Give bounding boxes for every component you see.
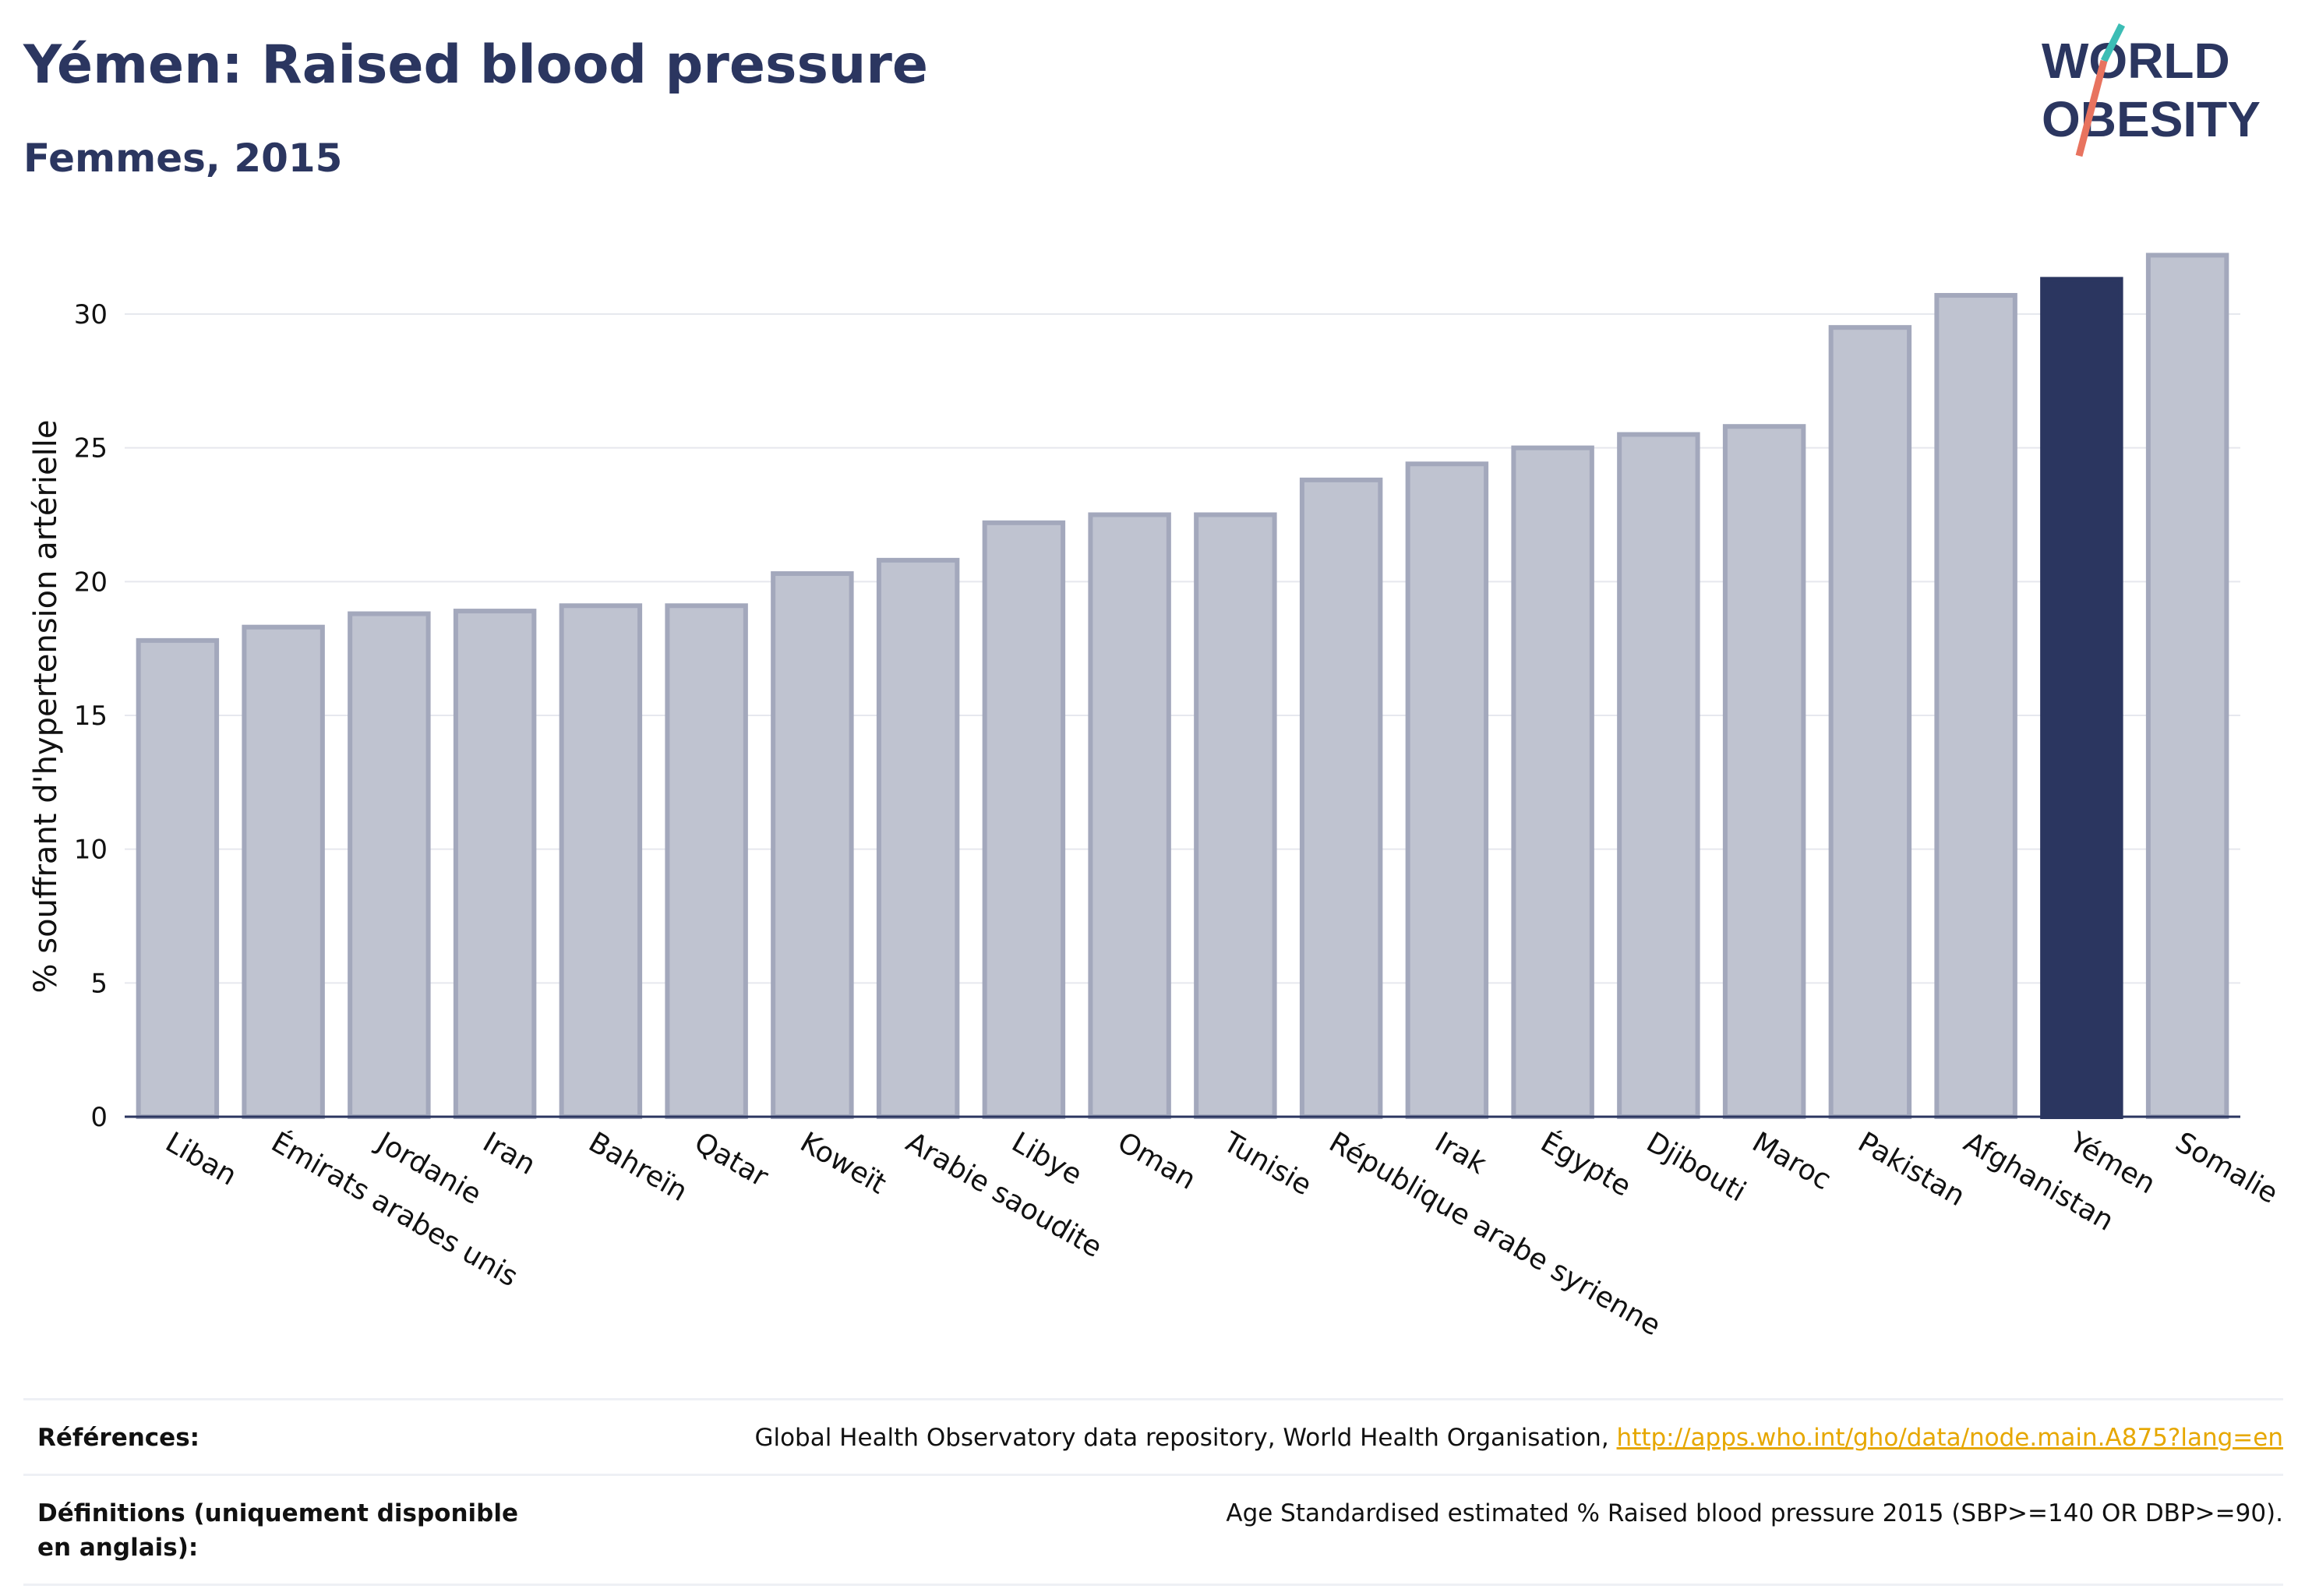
bar	[2145, 252, 2229, 1119]
logo-slash-teal	[2100, 23, 2126, 63]
x-tick-label: Égypte	[1535, 1125, 1636, 1202]
y-tick-label: 10	[74, 835, 108, 866]
bar	[2040, 277, 2123, 1119]
bar	[1194, 512, 1277, 1119]
world-obesity-logo: WORLD OBESITY	[2042, 23, 2261, 157]
logo-line1: WORLD	[2042, 33, 2230, 89]
definitions-value: Age Standardised estimated % Raised bloo…	[1226, 1499, 2283, 1527]
bar	[1617, 432, 1700, 1119]
logo-slash-coral	[2075, 59, 2108, 157]
references-link[interactable]: http://apps.who.int/gho/data/node.main.A…	[1616, 1424, 2283, 1452]
x-tick-label: Qatar	[689, 1126, 773, 1193]
x-tick-label: Irak	[1429, 1126, 1491, 1181]
references-value: Global Health Observatory data repositor…	[754, 1421, 2283, 1455]
bar	[453, 609, 537, 1119]
x-tick-label: Maroc	[1747, 1126, 1837, 1196]
bar	[559, 603, 643, 1119]
bar	[1722, 424, 1806, 1119]
logo-line2: OBESITY	[2042, 91, 2261, 147]
bar	[1088, 512, 1171, 1119]
bar	[982, 520, 1066, 1119]
bar	[1511, 445, 1594, 1119]
bar	[771, 571, 854, 1119]
x-tick-label: Djibouti	[1641, 1126, 1751, 1208]
page-title: Yémen: Raised blood pressure	[23, 34, 928, 96]
bar	[1299, 477, 1383, 1119]
x-tick-label: République arabe syrienne	[1324, 1126, 1666, 1342]
definitions-label: Définitions (uniquement disponible en an…	[37, 1499, 519, 1562]
definitions-row: Définitions (uniquement disponible en an…	[23, 1474, 2283, 1586]
x-tick-label: Liban	[160, 1126, 242, 1192]
x-tick-label: Oman	[1112, 1126, 1201, 1196]
references-text: Global Health Observatory data repositor…	[754, 1424, 1617, 1452]
x-tick-label: Iran	[478, 1126, 541, 1181]
references-row: Références: Global Health Observatory da…	[23, 1398, 2283, 1474]
x-tick-label: Pakistan	[1852, 1126, 1970, 1213]
page-subtitle: Femmes, 2015	[23, 136, 343, 181]
bar	[1934, 292, 2017, 1119]
bar	[1828, 325, 1912, 1119]
x-tick-label: Arabie saoudite	[901, 1126, 1107, 1264]
bar	[665, 603, 748, 1119]
y-tick-label: 15	[74, 701, 108, 732]
bar	[1405, 461, 1489, 1119]
bar	[136, 637, 220, 1119]
bar	[348, 611, 431, 1119]
x-tick-label: Tunisie	[1217, 1126, 1317, 1202]
x-tick-label: Libye	[1006, 1126, 1087, 1192]
footer-table: Références: Global Health Observatory da…	[23, 1398, 2283, 1586]
x-tick-label: Koweït	[795, 1126, 891, 1200]
bar	[876, 557, 960, 1119]
y-tick-label: 25	[74, 433, 108, 464]
x-tick-label: Bahreïn	[583, 1126, 692, 1208]
y-tick-label: 20	[74, 567, 108, 598]
references-label: Références:	[37, 1424, 200, 1452]
y-axis-label: % souffrant d'hypertension artérielle	[28, 420, 64, 994]
bar	[242, 624, 325, 1119]
y-tick-label: 30	[74, 299, 108, 330]
x-tick-label: Somalie	[2170, 1126, 2283, 1210]
y-tick-label: 0	[90, 1102, 108, 1133]
y-tick-label: 5	[90, 968, 108, 999]
